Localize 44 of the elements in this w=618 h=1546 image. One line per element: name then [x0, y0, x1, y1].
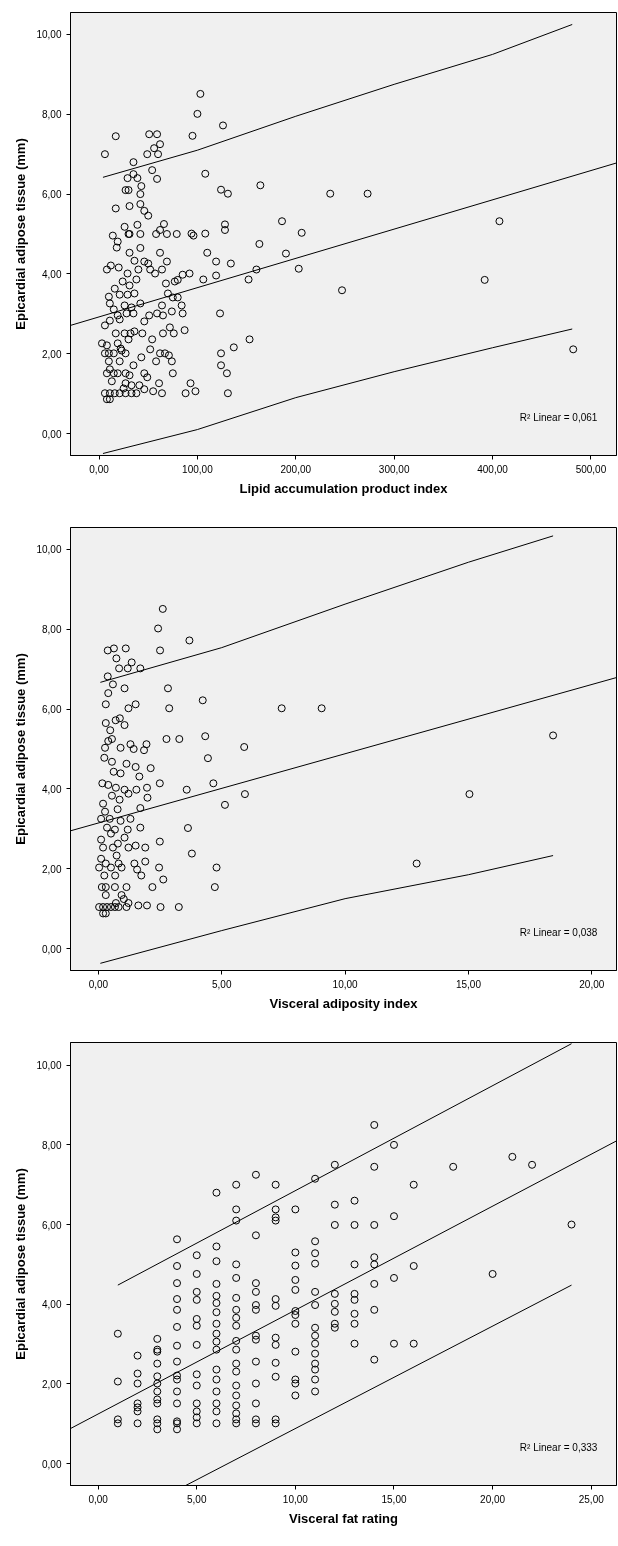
x-tick-label: 20,00 — [579, 978, 605, 990]
y-tick-label: 0,00 — [42, 943, 62, 955]
y-tick-label: 8,00 — [42, 624, 62, 636]
x-tick-label: 0,00 — [88, 1493, 109, 1505]
x-tick-label: 10,00 — [332, 978, 359, 990]
annotation: R² Linear = 0,333 — [519, 1442, 598, 1454]
y-axis-title: Epicardial adipose tissue (mm) — [13, 138, 29, 330]
y-tick-label: 4,00 — [42, 268, 62, 280]
y-tick-label: 0,00 — [42, 428, 62, 440]
x-tick-label: 15,00 — [455, 978, 482, 990]
x-tick-label: 5,00 — [212, 978, 232, 990]
x-tick-label: 5,00 — [187, 1493, 207, 1505]
y-tick-label: 0,00 — [42, 1458, 62, 1470]
y-tick-label: 10,00 — [36, 1060, 62, 1072]
y-tick-label: 6,00 — [42, 189, 62, 201]
y-tick-label: 2,00 — [42, 348, 62, 360]
x-axis-title: Visceral fat rating — [289, 1510, 398, 1526]
x-axis-title: Visceral adiposity index — [269, 995, 419, 1011]
annotation: R² Linear = 0,038 — [519, 927, 598, 939]
y-tick-label: 4,00 — [42, 1299, 62, 1311]
x-tick-label: 0,00 — [89, 463, 110, 475]
x-tick-label: 400,00 — [477, 463, 509, 475]
y-tick-label: 4,00 — [42, 783, 62, 795]
x-tick-label: 10,00 — [282, 1493, 309, 1505]
y-tick-label: 10,00 — [36, 29, 62, 41]
x-tick-label: 20,00 — [480, 1493, 506, 1505]
y-tick-label: 2,00 — [42, 863, 62, 875]
x-tick-label: 15,00 — [381, 1493, 407, 1505]
y-tick-label: 6,00 — [42, 704, 62, 716]
x-tick-label: 200,00 — [280, 463, 312, 475]
x-tick-label: 100,00 — [182, 463, 214, 475]
y-tick-label: 8,00 — [42, 1139, 62, 1151]
x-tick-label: 500,00 — [575, 463, 607, 475]
x-tick-label: 0,00 — [88, 978, 109, 990]
y-axis-title: Epicardial adipose tissue (mm) — [13, 653, 29, 845]
y-axis-title: Epicardial adipose tissue (mm) — [13, 1168, 29, 1360]
y-tick-label: 2,00 — [42, 1378, 62, 1390]
y-tick-label: 8,00 — [42, 109, 62, 121]
annotation: R² Linear = 0,061 — [519, 412, 598, 424]
y-tick-label: 6,00 — [42, 1219, 62, 1231]
y-tick-label: 10,00 — [36, 544, 62, 556]
x-tick-label: 25,00 — [578, 1493, 605, 1505]
x-axis-title: Lipid accumulation product index — [239, 480, 449, 496]
x-tick-label: 300,00 — [378, 463, 410, 475]
